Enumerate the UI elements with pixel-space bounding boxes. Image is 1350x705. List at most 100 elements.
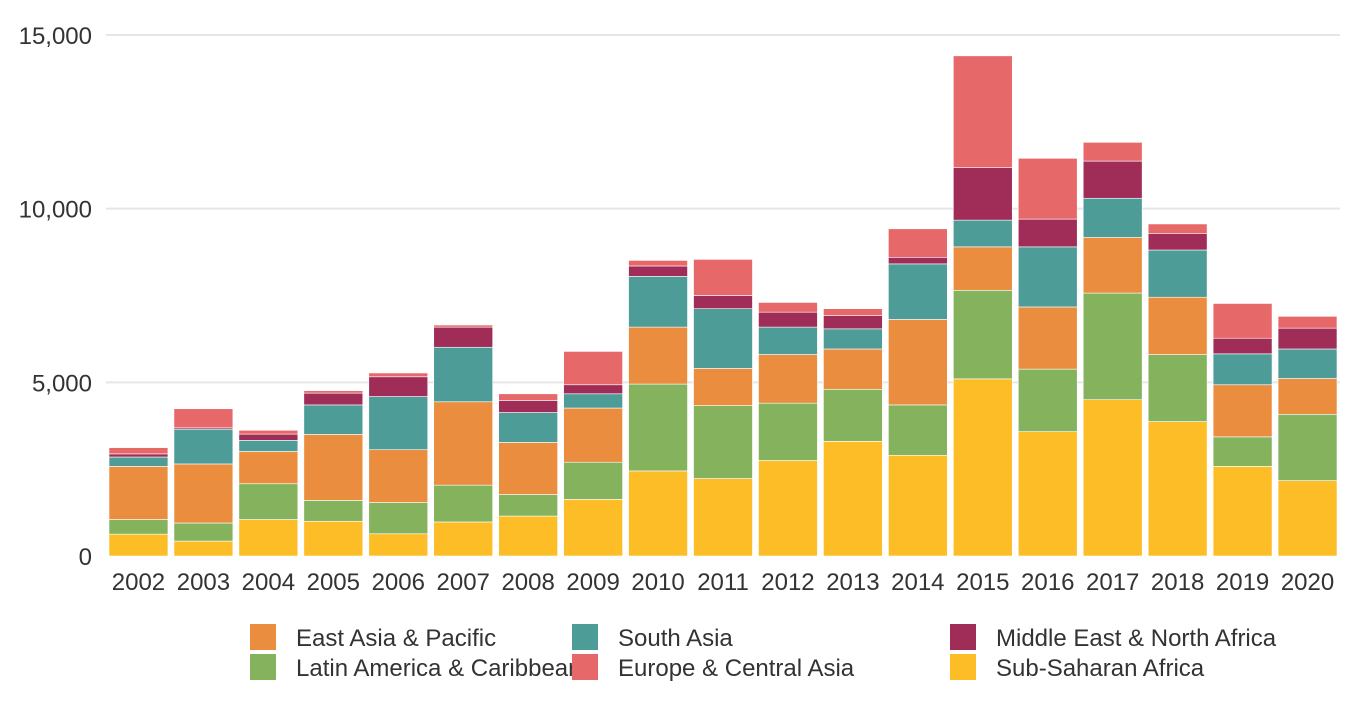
x-tick-label: 2016 bbox=[1021, 569, 1074, 596]
bar-segment-south-asia-2008 bbox=[498, 412, 558, 443]
bar-segment-south-asia-2020 bbox=[1277, 348, 1338, 379]
bar-segment-east-asia-pacific-2010 bbox=[628, 326, 688, 385]
bar-segment-east-asia-pacific-2018 bbox=[1147, 296, 1208, 355]
legend-swatch bbox=[250, 654, 276, 680]
bar-segment-europe-central-asia-2020 bbox=[1277, 316, 1338, 329]
bar-segment-east-asia-pacific-2005 bbox=[303, 434, 364, 501]
bar-segment-east-asia-pacific-2002 bbox=[108, 466, 169, 520]
bar-segment-sub-saharan-africa-2003 bbox=[173, 540, 234, 557]
bar-segment-sub-saharan-africa-2007 bbox=[433, 521, 493, 557]
bar-segment-europe-central-asia-2014 bbox=[888, 228, 948, 258]
bar-segment-latin-america-caribbean-2018 bbox=[1147, 354, 1208, 422]
bar-segment-east-asia-pacific-2012 bbox=[758, 354, 818, 404]
bar-segment-europe-central-asia-2008 bbox=[498, 393, 558, 401]
bars-layer bbox=[108, 55, 1338, 557]
bar-segment-europe-central-asia-2009 bbox=[563, 351, 623, 386]
bar-segment-latin-america-caribbean-2010 bbox=[628, 383, 688, 472]
bar-segment-europe-central-asia-2005 bbox=[303, 390, 364, 394]
bar-segment-south-asia-2016 bbox=[1017, 246, 1078, 308]
x-tick-label: 2014 bbox=[891, 569, 944, 596]
legend-swatch bbox=[572, 624, 598, 650]
y-tick-label: 5,000 bbox=[32, 370, 92, 397]
legend-label: Latin America & Caribbean bbox=[296, 655, 582, 682]
y-tick-label: 0 bbox=[79, 544, 92, 571]
bar-segment-east-asia-pacific-2017 bbox=[1082, 237, 1143, 294]
bar-segment-latin-america-caribbean-2014 bbox=[888, 404, 948, 456]
bar-segment-south-asia-2014 bbox=[888, 263, 948, 320]
bar-segment-sub-saharan-africa-2010 bbox=[628, 470, 688, 557]
bar-segment-europe-central-asia-2004 bbox=[238, 429, 299, 435]
bar-segment-latin-america-caribbean-2004 bbox=[238, 483, 299, 520]
bar-segment-sub-saharan-africa-2005 bbox=[303, 520, 364, 557]
x-tick-label: 2006 bbox=[372, 569, 425, 596]
bar-segment-south-asia-2009 bbox=[563, 393, 623, 409]
bar-segment-south-asia-2017 bbox=[1082, 197, 1143, 238]
bar-segment-middle-east-north-africa-2010 bbox=[628, 265, 688, 277]
legend-swatch bbox=[950, 624, 976, 650]
bar-segment-south-asia-2019 bbox=[1212, 353, 1273, 386]
bar-segment-south-asia-2011 bbox=[693, 308, 753, 369]
bar-segment-sub-saharan-africa-2002 bbox=[108, 533, 169, 557]
bar-segment-europe-central-asia-2019 bbox=[1212, 303, 1273, 339]
bar-segment-europe-central-asia-2015 bbox=[953, 55, 1013, 168]
bar-segment-middle-east-north-africa-2007 bbox=[433, 326, 493, 348]
legend-swatch bbox=[950, 654, 976, 680]
x-tick-label: 2002 bbox=[112, 569, 165, 596]
bar-segment-east-asia-pacific-2014 bbox=[888, 319, 948, 406]
bar-segment-middle-east-north-africa-2018 bbox=[1147, 233, 1208, 251]
bar-segment-middle-east-north-africa-2002 bbox=[108, 453, 169, 458]
bar-segment-south-asia-2013 bbox=[823, 328, 883, 350]
bar-segment-middle-east-north-africa-2008 bbox=[498, 400, 558, 413]
bar-segment-sub-saharan-africa-2016 bbox=[1017, 431, 1078, 557]
legend-label: Middle East & North Africa bbox=[996, 625, 1277, 652]
x-tick-label: 2010 bbox=[631, 569, 684, 596]
bar-segment-middle-east-north-africa-2013 bbox=[823, 315, 883, 330]
y-axis: 0 5,000 10,000 15,000 bbox=[19, 23, 92, 571]
bar-segment-middle-east-north-africa-2006 bbox=[368, 376, 429, 397]
bar-segment-latin-america-caribbean-2005 bbox=[303, 500, 364, 522]
x-tick-label: 2003 bbox=[177, 569, 230, 596]
bar-segment-latin-america-caribbean-2007 bbox=[433, 484, 493, 523]
x-tick-label: 2012 bbox=[761, 569, 814, 596]
bar-segment-sub-saharan-africa-2013 bbox=[823, 441, 883, 557]
legend-label: South Asia bbox=[618, 625, 733, 652]
bar-segment-middle-east-north-africa-2020 bbox=[1277, 327, 1338, 350]
x-tick-label: 2018 bbox=[1151, 569, 1204, 596]
y-tick-label: 10,000 bbox=[19, 197, 92, 224]
bar-segment-latin-america-caribbean-2015 bbox=[953, 289, 1013, 380]
legend-label: Sub-Saharan Africa bbox=[996, 655, 1205, 682]
bar-segment-europe-central-asia-2011 bbox=[693, 259, 753, 296]
bar-segment-sub-saharan-africa-2012 bbox=[758, 460, 818, 557]
bar-segment-sub-saharan-africa-2017 bbox=[1082, 399, 1143, 557]
x-tick-label: 2020 bbox=[1281, 569, 1334, 596]
x-tick-label: 2005 bbox=[307, 569, 360, 596]
bar-segment-latin-america-caribbean-2003 bbox=[173, 522, 234, 542]
bar-segment-latin-america-caribbean-2019 bbox=[1212, 436, 1273, 467]
bar-segment-east-asia-pacific-2009 bbox=[563, 407, 623, 463]
bar-segment-south-asia-2006 bbox=[368, 396, 429, 451]
bar-segment-europe-central-asia-2013 bbox=[823, 308, 883, 316]
bar-segment-sub-saharan-africa-2011 bbox=[693, 478, 753, 557]
legend: East Asia & Pacific Latin America & Carib… bbox=[250, 624, 1277, 682]
bar-segment-east-asia-pacific-2004 bbox=[238, 451, 299, 485]
bar-segment-latin-america-caribbean-2012 bbox=[758, 402, 818, 461]
legend-swatch bbox=[250, 624, 276, 650]
bar-segment-europe-central-asia-2007 bbox=[433, 324, 493, 328]
x-tick-label: 2017 bbox=[1086, 569, 1139, 596]
bar-segment-south-asia-2015 bbox=[953, 219, 1013, 248]
bar-segment-south-asia-2007 bbox=[433, 346, 493, 403]
bar-segment-latin-america-caribbean-2009 bbox=[563, 461, 623, 500]
bar-segment-middle-east-north-africa-2014 bbox=[888, 256, 948, 265]
bar-segment-europe-central-asia-2016 bbox=[1017, 158, 1078, 220]
bar-segment-sub-saharan-africa-2020 bbox=[1277, 480, 1338, 557]
legend-label: Europe & Central Asia bbox=[618, 655, 855, 682]
bar-segment-east-asia-pacific-2003 bbox=[173, 463, 234, 524]
bar-segment-east-asia-pacific-2006 bbox=[368, 449, 429, 503]
bar-segment-europe-central-asia-2017 bbox=[1082, 142, 1143, 162]
legend-label: East Asia & Pacific bbox=[296, 625, 496, 652]
bar-segment-latin-america-caribbean-2008 bbox=[498, 494, 558, 517]
bar-segment-middle-east-north-africa-2005 bbox=[303, 392, 364, 406]
bar-segment-latin-america-caribbean-2016 bbox=[1017, 368, 1078, 432]
